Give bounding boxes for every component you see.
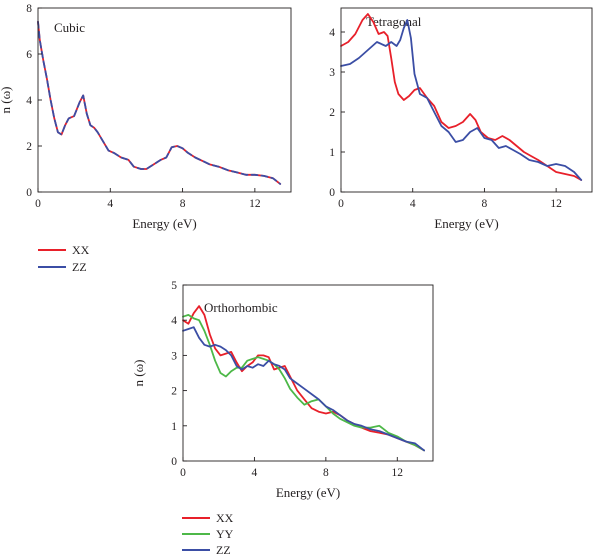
tetragonal-y-tick-label: 0 <box>329 187 335 199</box>
orthorhombic-series-yy <box>182 314 425 452</box>
cubic-y-axis-title: n (ω) <box>0 87 13 114</box>
tetragonal-x-tick-label: 8 <box>482 198 488 210</box>
orthorhombic-y-tick-label: 0 <box>171 456 177 468</box>
legend-label-zz: ZZ <box>72 260 87 274</box>
tetragonal-x-tick-label: 0 <box>338 198 344 210</box>
orthorhombic-series-xx <box>182 305 425 452</box>
legend-label-yy: YY <box>216 527 234 541</box>
tetragonal-title: Tetragonal <box>366 14 422 29</box>
legend-label-xx: XX <box>216 511 234 525</box>
cubic-series-zz <box>37 20 282 185</box>
orthorhombic-legend: XX YY ZZ <box>182 511 234 557</box>
cubic-title: Cubic <box>54 20 85 35</box>
orthorhombic-y-tick-label: 2 <box>171 386 177 398</box>
legend-label-zz: ZZ <box>216 543 231 557</box>
cubic-x-tick-label: 0 <box>35 198 41 210</box>
cubic-panel: Cubic 0 4 8 12 0 2 4 6 8 Energy (eV) n (ω) <box>0 3 292 231</box>
tetragonal-series-line-1 <box>340 19 583 181</box>
cubic-legend: XX ZZ <box>38 243 90 274</box>
orthorhombic-x-tick-label: 4 <box>252 467 258 479</box>
cubic-y-tick-label: 4 <box>26 95 32 107</box>
orthorhombic-y-tick-label: 1 <box>171 421 177 433</box>
orthorhombic-x-tick-label: 12 <box>392 467 404 479</box>
orthorhombic-y-tick-label: 3 <box>171 350 177 362</box>
tetragonal-x-axis-title: Energy (eV) <box>434 216 498 231</box>
cubic-x-tick-label: 8 <box>180 198 186 210</box>
tetragonal-plot-frame <box>340 7 593 193</box>
orthorhombic-y-tick-label: 4 <box>171 315 177 327</box>
tetragonal-series-line-0 <box>340 13 583 181</box>
cubic-plot-frame <box>37 7 292 193</box>
orthorhombic-series-zz <box>182 326 425 452</box>
tetragonal-y-tick-label: 1 <box>329 147 335 159</box>
legend-label-xx: XX <box>72 243 90 257</box>
orthorhombic-y-axis-title: n (ω) <box>131 360 146 387</box>
tetragonal-x-tick-label: 12 <box>550 198 562 210</box>
cubic-y-tick-label: 6 <box>26 49 32 61</box>
cubic-x-tick-label: 4 <box>107 198 113 210</box>
cubic-y-tick-label: 8 <box>26 3 32 15</box>
tetragonal-y-tick-label: 2 <box>329 107 335 119</box>
orthorhombic-plot-frame <box>182 284 434 462</box>
tetragonal-y-tick-label: 3 <box>329 67 335 79</box>
tetragonal-x-tick-label: 4 <box>410 198 416 210</box>
orthorhombic-x-tick-label: 0 <box>180 467 186 479</box>
cubic-y-tick-label: 2 <box>26 141 32 153</box>
orthorhombic-x-tick-label: 8 <box>323 467 329 479</box>
orthorhombic-y-tick-label: 5 <box>171 280 177 292</box>
tetragonal-y-tick-label: 4 <box>329 27 335 39</box>
cubic-y-tick-label: 0 <box>26 187 32 199</box>
orthorhombic-x-axis-title: Energy (eV) <box>276 485 340 500</box>
cubic-x-axis-title: Energy (eV) <box>132 216 196 231</box>
orthorhombic-title: Orthorhombic <box>204 300 278 315</box>
cubic-series-xx <box>37 20 282 185</box>
cubic-x-tick-label: 12 <box>249 198 261 210</box>
